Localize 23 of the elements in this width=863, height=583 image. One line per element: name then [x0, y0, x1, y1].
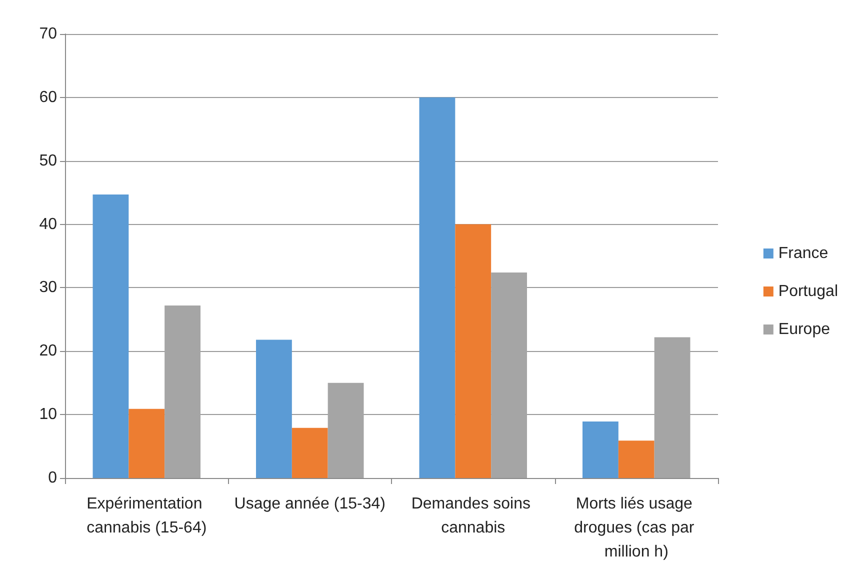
y-tick-label: 30 — [39, 279, 58, 296]
x-tick-label: Expérimentation cannabis (15-64) — [86, 496, 207, 536]
legend-label: France — [778, 245, 828, 262]
y-tick-label: 0 — [48, 470, 58, 486]
bar — [92, 194, 129, 478]
bar — [292, 428, 328, 478]
bar — [582, 422, 618, 478]
y-tick-label: 40 — [39, 216, 58, 233]
bar — [455, 224, 492, 478]
bar — [419, 97, 456, 478]
legend-label: Europe — [778, 321, 830, 338]
x-tick-label: Usage année (15-34) — [234, 496, 386, 512]
y-tick-label: 20 — [39, 342, 58, 360]
y-tick-label: 10 — [39, 406, 58, 424]
legend-label: Portugal — [778, 283, 838, 300]
y-tick-label: 50 — [39, 152, 58, 170]
y-tick-label: 60 — [39, 88, 58, 106]
y-tick-label: 70 — [39, 26, 58, 42]
bar — [128, 408, 165, 478]
bar — [618, 440, 654, 478]
bar — [256, 340, 292, 478]
x-tick-label: Morts liés usage drogues (cas par million h) — [574, 496, 699, 560]
x-tick-label: Demandes soins cannabis — [411, 496, 535, 536]
